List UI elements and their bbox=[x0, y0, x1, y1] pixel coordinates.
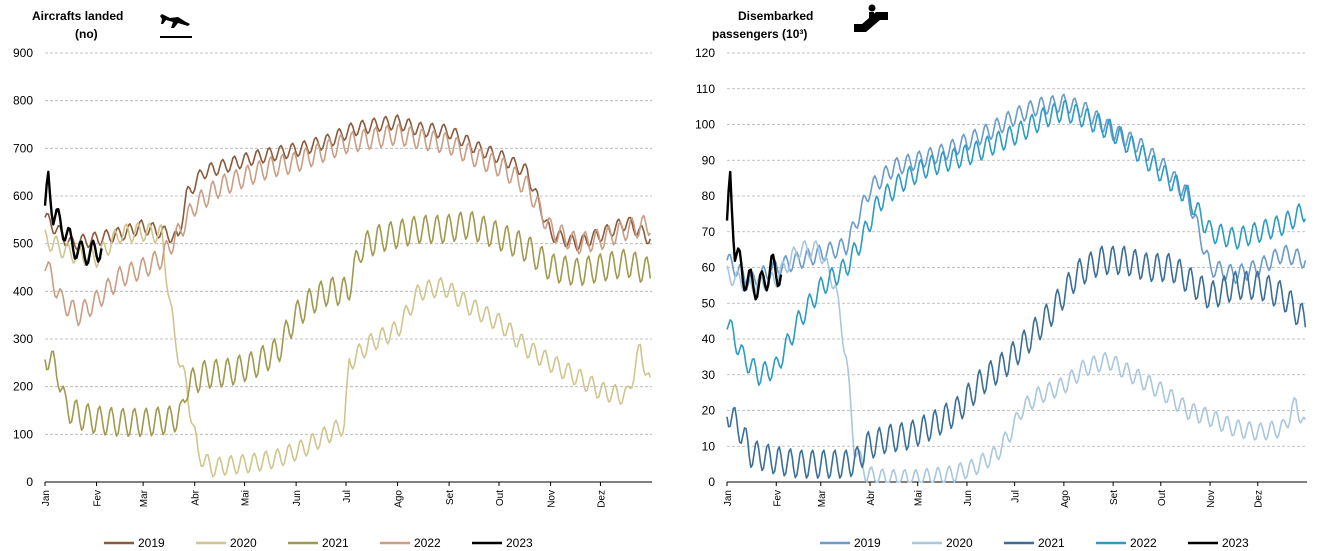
y-tick-label: 10 bbox=[702, 439, 716, 453]
legend-label-2022: 2022 bbox=[414, 536, 441, 550]
series-line-2020 bbox=[44, 222, 652, 478]
x-tick-label: Abr bbox=[191, 489, 202, 505]
y-tick-label: 900 bbox=[13, 46, 33, 60]
series-line-2023 bbox=[43, 170, 103, 266]
x-tick-label: Nov bbox=[547, 490, 558, 508]
series-line-2020 bbox=[726, 240, 1307, 483]
legend-label-2020: 2020 bbox=[230, 536, 257, 550]
series-line-2023 bbox=[725, 170, 783, 301]
y-tick-label: 70 bbox=[702, 225, 716, 239]
legend-label-2021: 2021 bbox=[1038, 536, 1065, 550]
left-chart-title-line2: (no) bbox=[75, 27, 98, 41]
y-tick-label: 800 bbox=[13, 94, 33, 108]
legend-right: 2019 2020 2021 2022 2023 bbox=[820, 536, 1249, 550]
right-chart-title-line1: Disembarked bbox=[738, 9, 813, 23]
x-tick-label: Jun bbox=[292, 490, 303, 506]
right-chart-title-line2: passengers (10³) bbox=[712, 27, 807, 41]
x-tick-label: Dez bbox=[1254, 490, 1265, 508]
chart-disembarked-passengers: 0 10 20 30 40 50 60 70 80 90 100 110 120 Jan Fev Mar Abr… bbox=[695, 46, 1307, 508]
y-tick-label: 90 bbox=[702, 153, 716, 167]
x-tick-label: Mai bbox=[914, 490, 925, 506]
x-tick-label: Set bbox=[445, 490, 456, 505]
chart-aircrafts-landed: 0 100 200 300 400 500 600 700 800 900 Jan Fev Mar Abr… bbox=[13, 46, 652, 508]
x-tick-label: Jul bbox=[342, 490, 353, 503]
y-tick-label: 20 bbox=[702, 404, 716, 418]
legend-label-2021: 2021 bbox=[322, 536, 349, 550]
legend-label-2022: 2022 bbox=[1130, 536, 1157, 550]
y-tick-label: 60 bbox=[702, 261, 716, 275]
x-tick-label: Jan bbox=[723, 490, 734, 506]
legend-label-2019: 2019 bbox=[854, 536, 881, 550]
x-tick-label: Jun bbox=[963, 490, 974, 506]
legend-label-2020: 2020 bbox=[946, 536, 973, 550]
x-tick-label: Mar bbox=[139, 489, 150, 507]
y-tick-label: 500 bbox=[13, 237, 33, 251]
y-tick-label: 30 bbox=[702, 368, 716, 382]
x-tick-label: Ago bbox=[1060, 490, 1071, 508]
x-tick-label: Ago bbox=[394, 490, 405, 508]
x-tick-label: Jul bbox=[1011, 490, 1022, 503]
x-tick-label: Out bbox=[1157, 490, 1168, 506]
y-tick-label: 110 bbox=[696, 82, 715, 96]
y-tick-label: 40 bbox=[702, 332, 716, 346]
x-tick-label: Mai bbox=[241, 490, 252, 506]
y-tick-label: 700 bbox=[13, 141, 33, 155]
y-tick-label: 80 bbox=[702, 189, 716, 203]
y-tick-label: 100 bbox=[13, 427, 33, 441]
x-tick-label: Set bbox=[1109, 490, 1120, 505]
series-line-2019 bbox=[726, 93, 1307, 288]
y-tick-label: 200 bbox=[13, 380, 33, 394]
x-tick-label: Fev bbox=[93, 490, 104, 507]
y-tick-label: 400 bbox=[13, 284, 33, 298]
legend-label-2023: 2023 bbox=[1222, 536, 1249, 550]
legend-label-2023: 2023 bbox=[506, 536, 533, 550]
y-tick-label: 50 bbox=[702, 296, 716, 310]
legend-label-2019: 2019 bbox=[138, 536, 165, 550]
x-tick-label: Dez bbox=[596, 490, 607, 508]
x-tick-label: Nov bbox=[1206, 490, 1217, 508]
y-tick-label: 0 bbox=[708, 475, 715, 489]
x-tick-label: Jan bbox=[41, 490, 52, 506]
x-tick-label: Fev bbox=[772, 490, 783, 507]
left-chart-title-line1: Aircrafts landed bbox=[32, 9, 123, 23]
y-tick-label: 100 bbox=[695, 118, 715, 132]
series-line-2022 bbox=[726, 99, 1307, 387]
series-line-2021 bbox=[44, 211, 652, 438]
legend-left: 2019 2020 2021 2022 2023 bbox=[104, 536, 533, 550]
y-tick-label: 0 bbox=[26, 475, 33, 489]
series-line-2022 bbox=[44, 123, 651, 327]
y-tick-label: 600 bbox=[13, 189, 33, 203]
y-tick-label: 300 bbox=[13, 332, 33, 346]
airplane-landing-icon bbox=[160, 14, 192, 38]
x-tick-label: Mar bbox=[817, 489, 828, 507]
x-tick-label: Out bbox=[495, 490, 506, 506]
x-tick-label: Abr bbox=[866, 489, 877, 505]
y-tick-label: 120 bbox=[695, 46, 715, 60]
escalator-icon bbox=[854, 4, 888, 32]
series-line-2021 bbox=[726, 245, 1307, 479]
